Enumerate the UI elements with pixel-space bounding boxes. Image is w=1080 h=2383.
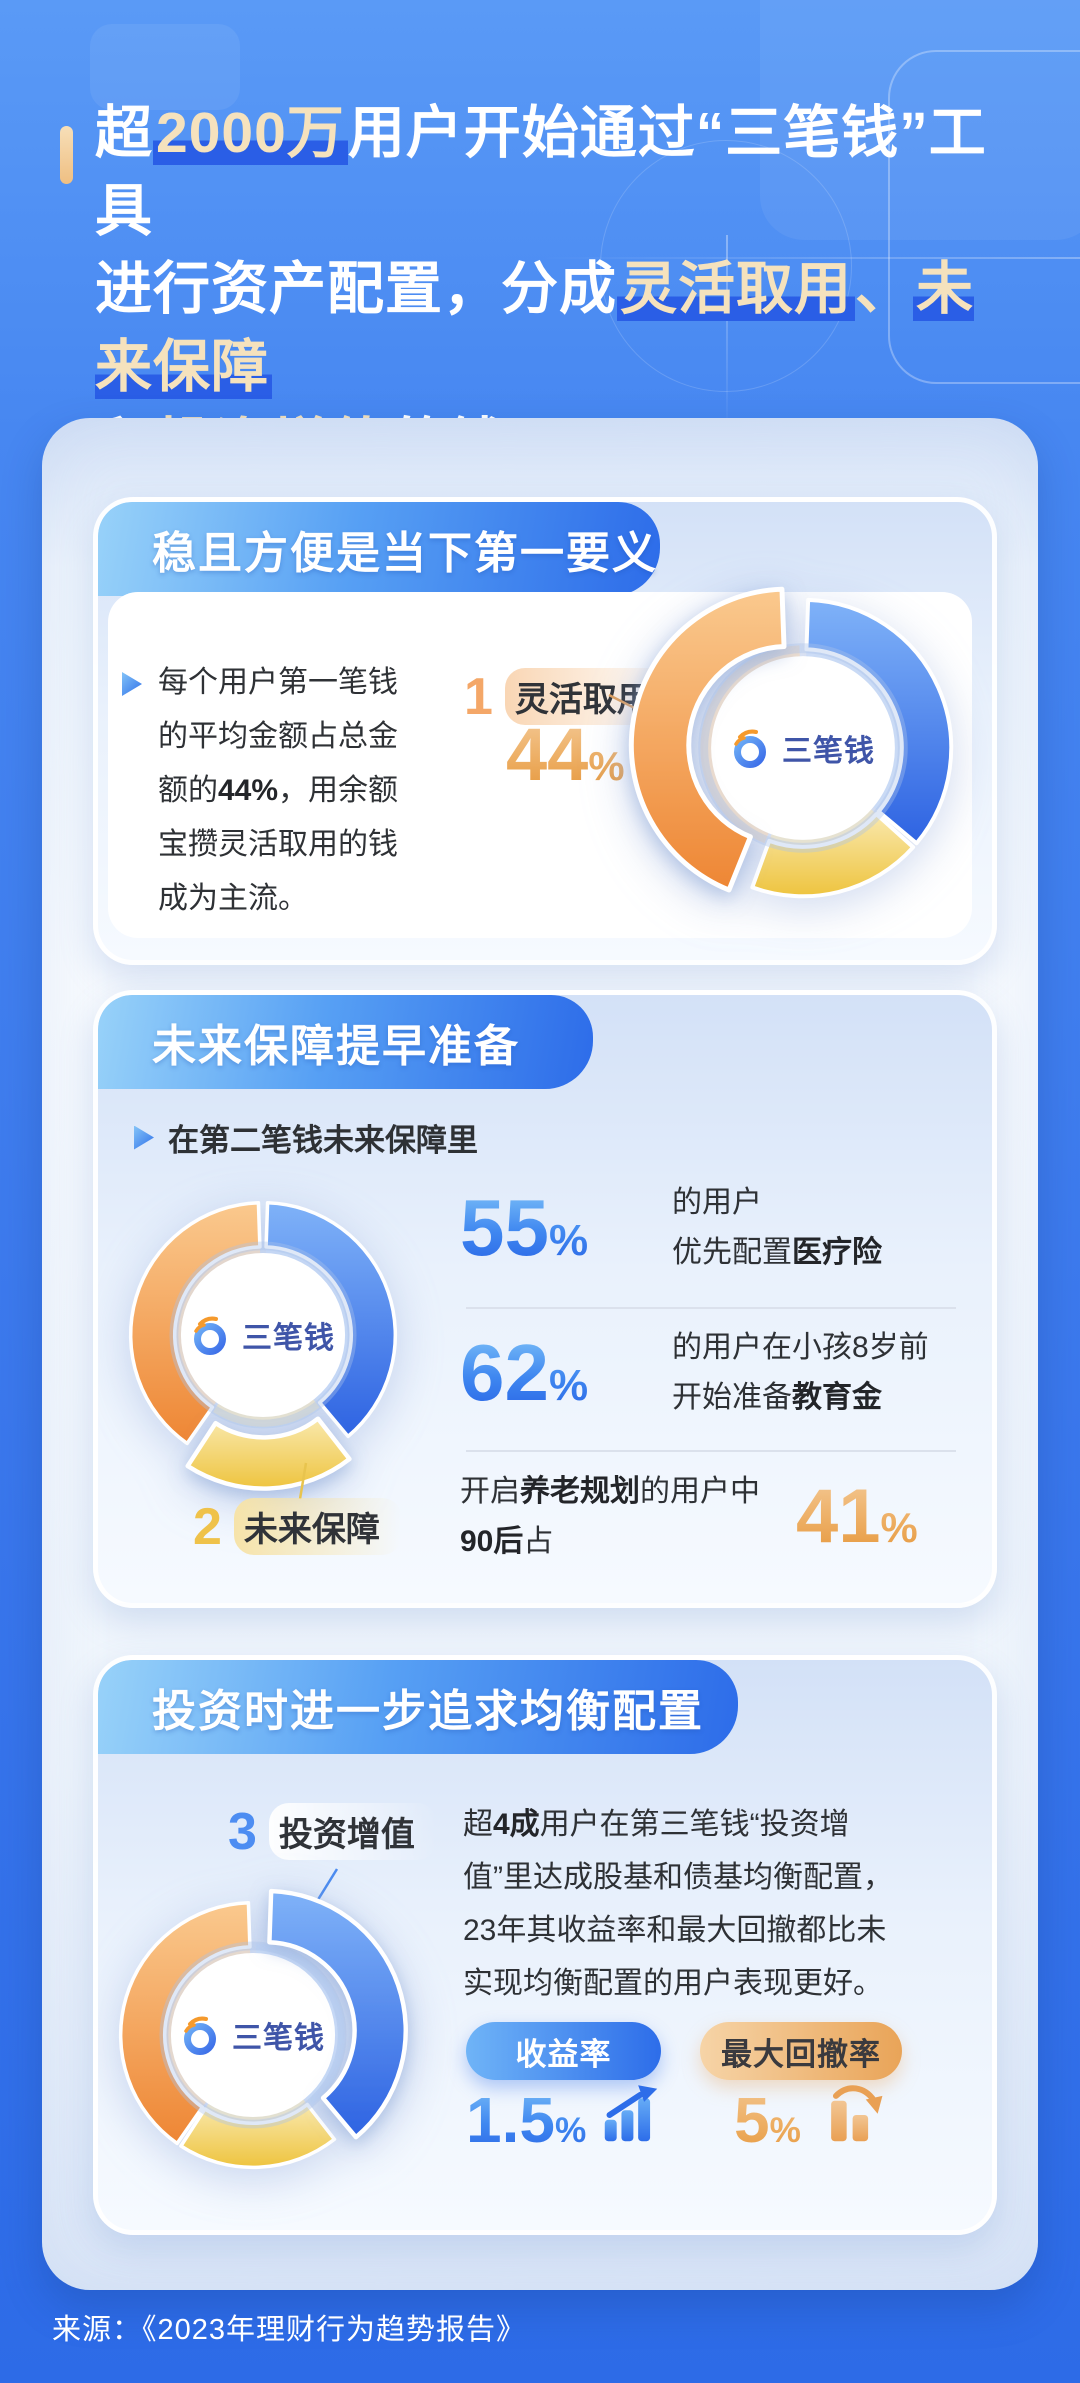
title-line-1: 超2000万用户开始通过“三笔钱”工具 — [95, 101, 987, 243]
card2-bullet-row: 在第二笔钱未来保障里 — [134, 1115, 478, 1160]
card1-inner: 稳且方便是当下第一要义 每个用户第一笔钱的平均金额占总金额的44%，用余额宝攒灵… — [98, 502, 992, 960]
divider — [466, 1450, 956, 1452]
card1-paragraph: 每个用户第一笔钱的平均金额占总金额的44%，用余额宝攒灵活取用的钱成为主流。 — [158, 666, 399, 915]
card-future-protection: 未来保障提早准备 在第二笔钱未来保障里 三笔钱 2 未来保障 — [93, 990, 997, 1608]
brand-logo: 三笔钱 — [731, 726, 875, 770]
brand-logo-icon — [194, 1316, 226, 1355]
divider — [466, 1307, 956, 1309]
stat-text: 的用户在小孩8岁前 开始准备教育金 — [672, 1331, 929, 1414]
stat-value: 41% — [796, 1474, 918, 1559]
brand-logo-icon — [734, 729, 766, 768]
metric-drawdown-value: 5% — [734, 2082, 801, 2159]
pill-return-rate: 收益率 — [466, 2022, 661, 2080]
arrow-bullet-icon — [122, 672, 142, 696]
card-flexible-money: 稳且方便是当下第一要义 每个用户第一笔钱的平均金额占总金额的44%，用余额宝攒灵… — [93, 497, 997, 965]
card1-header: 稳且方便是当下第一要义 — [98, 502, 660, 596]
stat-row-education: 62% 的用户在小孩8岁前 开始准备教育金 — [460, 1323, 975, 1423]
title-highlight: 2000万 — [153, 101, 348, 165]
source-note: 来源：《2023年理财行为趋势报告》 — [52, 2314, 527, 2346]
title-highlight: 灵活取用 — [617, 257, 855, 321]
brand-logo: 三笔钱 — [191, 1313, 335, 1357]
metric-return-value: 1.5% — [466, 2082, 586, 2159]
card2-inner: 未来保障提早准备 在第二笔钱未来保障里 三笔钱 2 未来保障 — [98, 995, 992, 1603]
card3-inner: 投资时进一步追求均衡配置 3 投资增值 三笔钱 超4成用户在第三笔钱“投资增值”… — [98, 1660, 992, 2230]
donut-chart-2 — [128, 1200, 398, 1491]
slice-label-3: 3 投资增值 — [228, 1803, 437, 1860]
card-investment-growth: 投资时进一步追求均衡配置 3 投资增值 三笔钱 超4成用户在第三笔钱“投资增值”… — [93, 1655, 997, 2235]
title-line-2: 进行资产配置，分成灵活取用、未来保障 — [95, 257, 974, 399]
donut-chart-3 — [118, 1888, 408, 2170]
stat-text: 的用户 优先配置医疗险 — [672, 1186, 882, 1269]
card2-header: 未来保障提早准备 — [98, 995, 593, 1089]
card1-body: 每个用户第一笔钱的平均金额占总金额的44%，用余额宝攒灵活取用的钱成为主流。 1… — [108, 586, 972, 938]
trend-up-bars-icon — [604, 2085, 658, 2142]
pill-max-drawdown: 最大回撤率 — [700, 2022, 902, 2080]
stat-row-medical: 55% 的用户 优先配置医疗险 — [460, 1178, 975, 1278]
drawdown-bars-icon — [831, 2085, 883, 2142]
card3-header: 投资时进一步追求均衡配置 — [98, 1660, 738, 1754]
stat-value: 55% — [460, 1188, 672, 1268]
title-accent-bar — [60, 126, 73, 184]
stat-text: 开启养老规划的用户中 90后占 — [460, 1475, 760, 1558]
arrow-bullet-icon — [134, 1125, 154, 1150]
brand-logo: 三笔钱 — [181, 2013, 325, 2057]
leader-line — [298, 1462, 308, 1500]
card3-paragraph: 超4成用户在第三笔钱“投资增值”里达成股基和债基均衡配置，23年其收益率和最大回… — [463, 1808, 893, 2000]
slice-label-2: 2 未来保障 — [193, 1498, 402, 1555]
brand-logo-icon — [184, 2016, 216, 2055]
stat-row-pension: 开启养老规划的用户中 90后占 41% — [460, 1467, 975, 1567]
donut-chart-1 — [628, 586, 954, 899]
stat-value: 62% — [460, 1333, 672, 1413]
